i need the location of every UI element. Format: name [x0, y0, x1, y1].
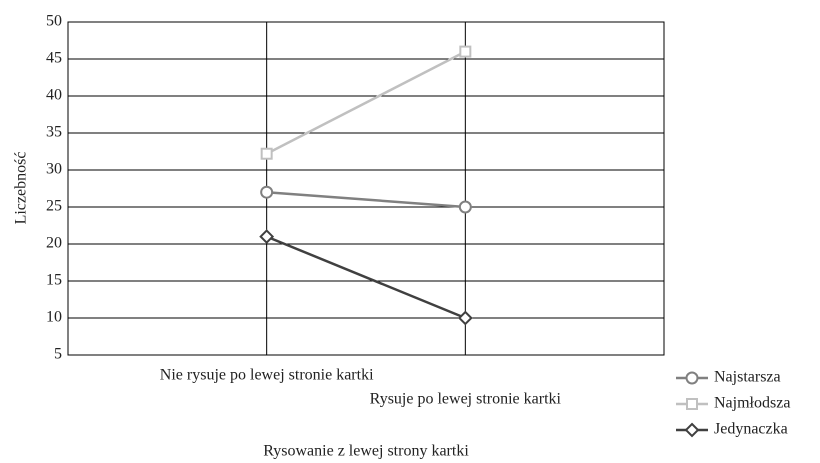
x-tick-label: Nie rysuje po lewej stronie kartki [160, 367, 374, 384]
marker [458, 200, 472, 214]
legend-marker [684, 422, 700, 438]
legend-label: Jedynaczka [714, 421, 788, 438]
line [266, 190, 466, 209]
line [266, 235, 466, 320]
marker [459, 45, 472, 58]
x-tick-label: Rysuje po lewej stronie kartki [370, 391, 562, 408]
y-axis-label: Liczebność [13, 152, 30, 225]
marker [259, 229, 275, 245]
marker [457, 310, 473, 326]
plot-frame [67, 21, 665, 356]
marker [260, 185, 274, 199]
legend-marker [686, 398, 698, 410]
y-tick-label: 50 [46, 13, 62, 30]
y-tick-label: 45 [46, 50, 62, 67]
legend-marker [685, 371, 699, 385]
y-tick-label: 40 [46, 87, 62, 104]
y-tick-label: 30 [46, 161, 62, 178]
y-tick-label: 10 [46, 309, 62, 326]
legend-label: Najstarsza [714, 369, 781, 386]
legend-label: Najmłodsza [714, 395, 790, 412]
y-tick-label: 5 [54, 346, 62, 363]
y-tick-label: 35 [46, 124, 62, 141]
x-axis-label: Rysowanie z lewej strony kartki [263, 443, 469, 460]
y-tick-label: 25 [46, 198, 62, 215]
marker [260, 147, 273, 160]
line [266, 50, 466, 155]
y-tick-label: 15 [46, 272, 62, 289]
y-tick-label: 20 [46, 235, 62, 252]
